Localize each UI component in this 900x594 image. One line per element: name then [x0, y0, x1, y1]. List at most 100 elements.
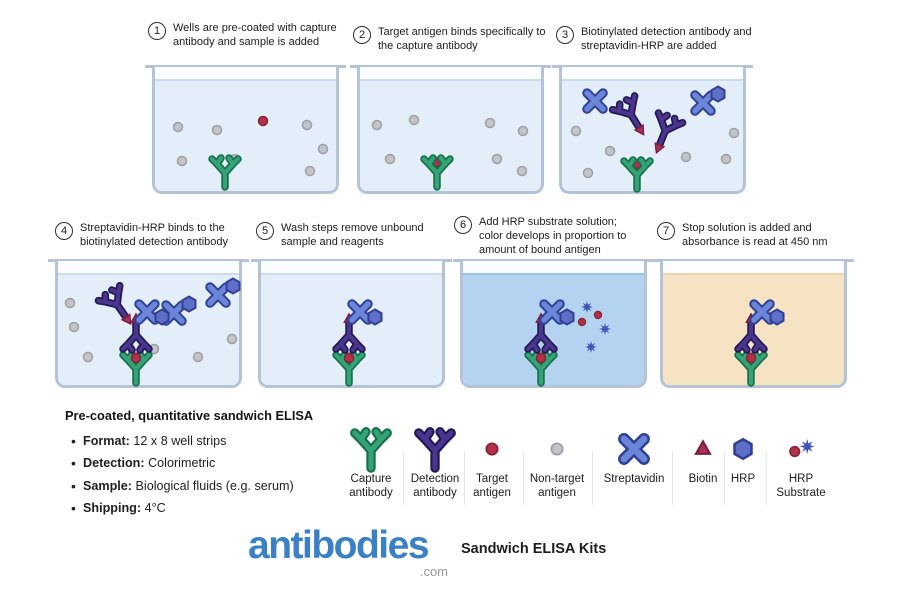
step-5-number: 5 — [256, 222, 274, 240]
well-2-contents — [371, 114, 529, 191]
legend-label: Detection antibody — [410, 473, 460, 500]
non-target-antigen-dot — [82, 351, 94, 363]
non-target-antigen-dot — [304, 165, 316, 177]
streptavidin-icon — [610, 424, 658, 470]
legend-label: Target antigen — [473, 473, 511, 500]
well-6-contents — [463, 301, 611, 385]
antibodies-logo: antibodies — [248, 524, 430, 567]
legend-item-capture-antibody: Capture antibody — [336, 424, 406, 501]
product-bullet-list: Format: 12 x 8 well strips Detection: Co… — [65, 432, 365, 518]
non-target-antigen-dot — [680, 151, 692, 163]
hrp-substrate-dot — [593, 310, 603, 320]
non-target-antigen-dot — [408, 114, 420, 126]
hrp-substrate-star — [585, 341, 597, 353]
non-target-antigen-dot — [176, 155, 188, 167]
non-target-antigen-dot — [516, 165, 528, 177]
non-target-antigen-dot — [582, 167, 594, 179]
well-1-contents — [172, 115, 329, 191]
step-6-description: Add HRP substrate solution; color develo… — [479, 216, 627, 257]
step-7: 7 Stop solution is added and absorbance … — [657, 221, 857, 249]
step-3-number: 3 — [556, 26, 574, 44]
legend-item-hrp: HRP — [718, 424, 768, 486]
capture-antibody-icon — [347, 424, 395, 470]
well-4 — [48, 259, 249, 388]
sandwich-complex — [528, 304, 574, 383]
step-2-number: 2 — [353, 26, 371, 44]
well-3-contents — [570, 67, 740, 191]
streptavidin-hrp-icon — [166, 297, 196, 322]
product-bullet-format: Format: 12 x 8 well strips — [71, 432, 365, 451]
non-target-antigen-dot — [384, 153, 396, 165]
well-4-liquid — [58, 273, 239, 385]
legend-divider — [523, 452, 524, 505]
legend-item-non-target-antigen: Non-target antigen — [517, 424, 597, 501]
non-target-antigen-dot — [64, 297, 76, 309]
step-7-number: 7 — [657, 222, 675, 240]
step-5-description: Wash steps remove unbound sample and rea… — [281, 222, 424, 249]
step-7-description: Stop solution is added and absorbance is… — [682, 222, 828, 249]
hrp-substrate-dot — [577, 317, 587, 327]
non-target-antigen-dot — [570, 125, 582, 137]
step-5: 5 Wash steps remove unbound sample and r… — [256, 221, 441, 249]
step-2: 2 Target antigen binds specifically to t… — [353, 25, 558, 53]
step-3-description: Biotinylated detection antibody and stre… — [581, 26, 752, 53]
detection-antibody-icon — [411, 424, 459, 470]
step-4-number: 4 — [55, 222, 73, 240]
well-2 — [350, 65, 551, 194]
streptavidin-icon — [587, 93, 603, 109]
streptavidin-hrp-icon — [695, 87, 725, 112]
hrp-substrate-star — [599, 323, 611, 335]
legend-label: HRP Substrate — [776, 473, 826, 500]
well-6 — [453, 259, 654, 388]
target-antigen-dot — [257, 115, 269, 127]
legend-item-detection-antibody: Detection antibody — [400, 424, 470, 501]
step-4-description: Streptavidin-HRP binds to the biotinylat… — [80, 222, 228, 249]
legend-divider — [766, 452, 767, 505]
non-target-antigen-dot — [720, 153, 732, 165]
non-target-antigen-dot — [211, 124, 223, 136]
sandwich-complex — [336, 304, 382, 383]
non-target-antigen-dot — [172, 121, 184, 133]
product-bullet-sample: Sample: Biological fluids (e.g. serum) — [71, 477, 365, 496]
non-target-antigen-dot — [301, 119, 313, 131]
step-1: 1 Wells are pre-coated with capture anti… — [148, 21, 338, 49]
detection-antibody-icon — [644, 112, 683, 157]
well-5 — [251, 259, 452, 388]
product-info: Pre-coated, quantitative sandwich ELISA … — [65, 408, 365, 522]
target-antigen-icon — [485, 442, 499, 456]
legend-item-streptavidin: Streptavidin — [589, 424, 679, 486]
well-2-liquid — [360, 79, 541, 191]
step-6: 6 Add HRP substrate solution; color deve… — [454, 215, 637, 257]
logo-com-suffix: .com — [419, 564, 448, 579]
legend-divider — [724, 452, 725, 505]
well-4-contents — [64, 261, 240, 385]
logo-tagline: Sandwich ELISA Kits — [461, 541, 607, 557]
legend-item-target-antigen: Target antigen — [457, 424, 527, 501]
non-target-antigen-dot — [728, 127, 740, 139]
product-bullet-shipping: Shipping: 4°C — [71, 499, 365, 518]
non-target-antigen-dot — [371, 119, 383, 131]
non-target-antigen-dot — [192, 351, 204, 363]
non-target-antigen-dot — [226, 333, 238, 345]
sandwich-complex — [738, 304, 784, 383]
legend-divider — [403, 452, 404, 505]
well-6-liquid — [463, 273, 644, 385]
product-title: Pre-coated, quantitative sandwich ELISA — [65, 408, 314, 423]
step-1-description: Wells are pre-coated with capture antibo… — [173, 22, 337, 49]
non-target-antigen-dot — [68, 321, 80, 333]
step-4: 4 Streptavidin-HRP binds to the biotinyl… — [55, 221, 265, 249]
well-1 — [145, 65, 346, 194]
step-6-number: 6 — [454, 216, 472, 234]
step-3: 3 Biotinylated detection antibody and st… — [556, 25, 756, 53]
non-target-antigen-dot — [517, 125, 529, 137]
hrp-substrate-star — [581, 301, 593, 313]
detection-antibody-icon — [612, 95, 654, 141]
legend-label: HRP — [730, 473, 756, 485]
legend-item-hrp-substrate: HRP Substrate — [766, 424, 836, 501]
non-target-antigen-dot — [484, 117, 496, 129]
well-3 — [552, 65, 753, 194]
hrp-substrate-icon — [777, 424, 825, 470]
product-bullet-detection: Detection: Colorimetric — [71, 454, 365, 473]
streptavidin-hrp-icon — [210, 279, 240, 304]
non-target-antigen-dot — [491, 153, 503, 165]
